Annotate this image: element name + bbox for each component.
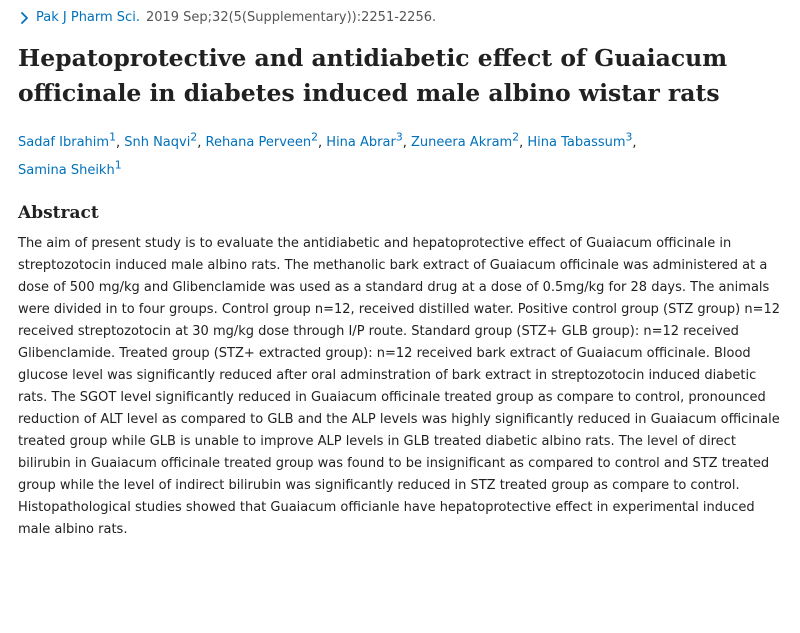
journal-link[interactable]: Pak J Pharm Sci. (36, 10, 140, 25)
chevron-right-icon[interactable] (18, 11, 32, 25)
author-link[interactable]: Rehana Perveen2 (205, 131, 319, 151)
affiliation-ref[interactable]: 2 (190, 131, 198, 144)
citation-details: 2019 Sep;32(5(Supplementary)):2251-2256. (145, 10, 437, 25)
citation-line: Pak J Pharm Sci. 2019 Sep;32(5(Supplemen… (18, 8, 782, 28)
article-title: Hepatoprotective and antidiabetic effect… (18, 44, 728, 107)
author-list: Sadaf Ibrahim1, Snh Naqvi2, Rehana Perve… (18, 131, 637, 178)
author-link[interactable]: Sadaf Ibrahim1 (18, 131, 116, 151)
author-link[interactable]: Hina Abrar3 (326, 131, 403, 151)
article-page: Pak J Pharm Sci. 2019 Sep;32(5(Supplemen… (18, 0, 782, 541)
abstract-heading: Abstract (18, 202, 99, 223)
author-link[interactable]: Samina Sheikh1 (18, 158, 122, 178)
author-link[interactable]: Snh Naqvi2 (124, 131, 198, 151)
affiliation-ref[interactable]: 2 (311, 131, 319, 144)
affiliation-ref[interactable]: 1 (114, 158, 122, 172)
affiliation-ref[interactable]: 3 (395, 131, 403, 144)
author-link[interactable]: Zuneera Akram2 (410, 131, 520, 151)
author-link[interactable]: Hina Tabassum3 (527, 131, 633, 151)
affiliation-ref[interactable]: 1 (109, 131, 116, 144)
affiliation-ref[interactable]: 3 (625, 131, 633, 144)
affiliation-ref[interactable]: 2 (512, 131, 520, 144)
abstract-text: The aim of present study is to evaluate … (18, 235, 780, 537)
